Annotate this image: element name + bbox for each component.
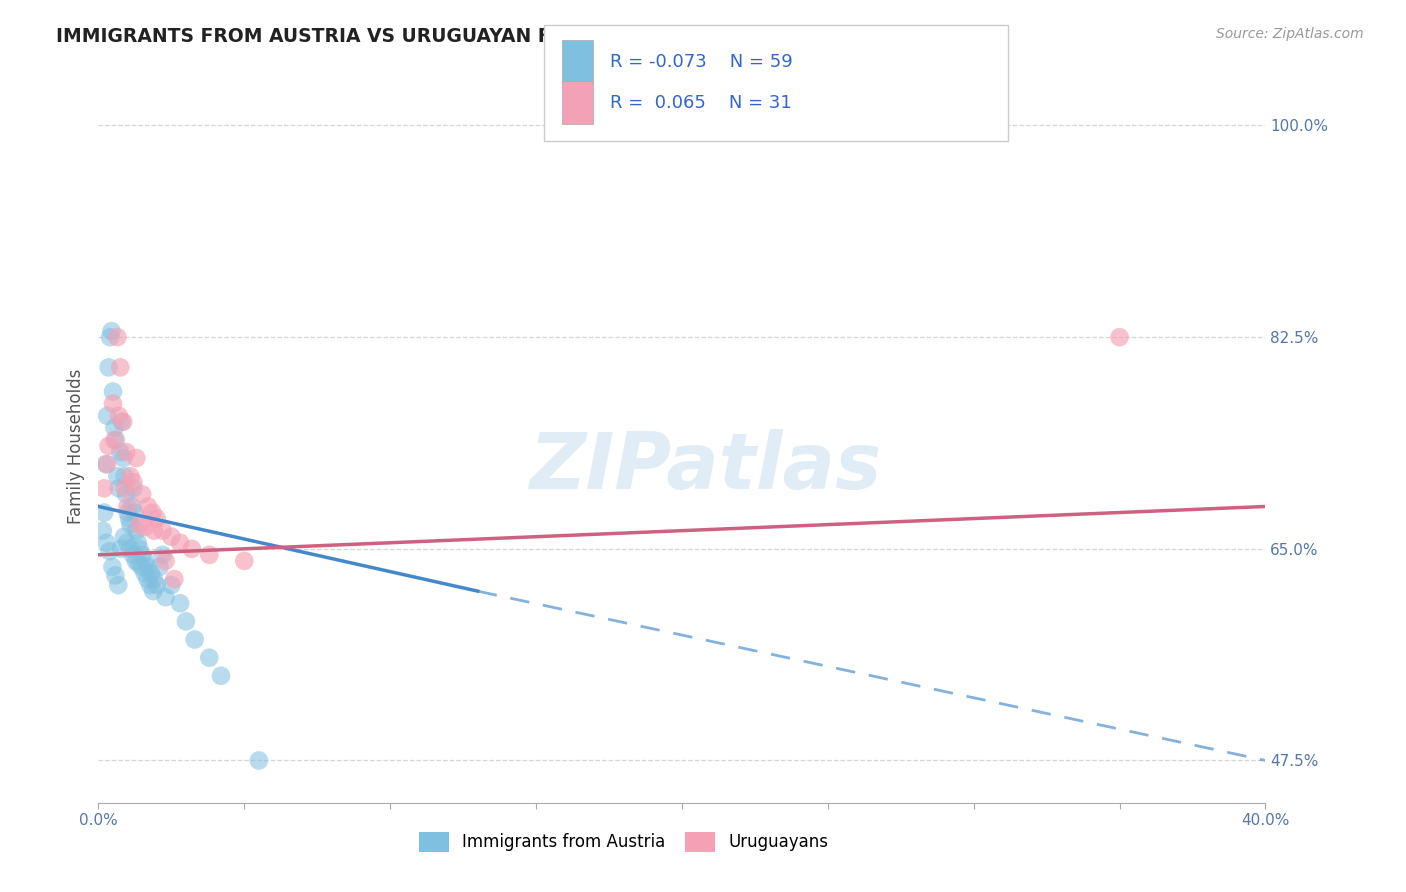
Point	[118, 541, 141, 556]
Point	[160, 530, 183, 544]
Point	[112, 415, 135, 429]
Text: ZIPatlas: ZIPatlas	[529, 429, 882, 506]
Point	[142, 572, 165, 586]
Point	[97, 439, 120, 453]
Point	[128, 557, 150, 571]
Point	[122, 475, 145, 490]
Point	[120, 517, 142, 532]
Point	[155, 590, 177, 604]
Point	[96, 409, 118, 423]
Point	[152, 524, 174, 538]
Point	[108, 409, 131, 423]
Text: Source: ZipAtlas.com: Source: ZipAtlas.com	[1216, 27, 1364, 41]
Point	[141, 506, 163, 520]
Point	[174, 615, 197, 629]
Point	[121, 500, 143, 514]
Point	[146, 511, 169, 525]
Point	[128, 541, 150, 556]
Point	[105, 330, 128, 344]
Point	[93, 481, 115, 495]
Point	[124, 506, 146, 520]
Point	[125, 451, 148, 466]
Point	[125, 554, 148, 568]
Point	[120, 469, 142, 483]
Point	[103, 421, 125, 435]
Point	[146, 578, 169, 592]
Point	[233, 554, 256, 568]
Point	[134, 566, 156, 580]
Point	[247, 754, 270, 768]
Point	[169, 596, 191, 610]
Point	[98, 330, 121, 344]
Point	[183, 632, 205, 647]
Point	[115, 535, 138, 549]
Point	[94, 457, 117, 471]
Point	[1108, 330, 1130, 344]
Point	[100, 324, 122, 338]
Point	[121, 548, 143, 562]
Point	[136, 560, 159, 574]
Point	[180, 541, 202, 556]
Point	[125, 524, 148, 538]
Point	[155, 554, 177, 568]
Point	[117, 506, 139, 520]
Point	[160, 578, 183, 592]
Point	[115, 487, 138, 501]
Point	[107, 578, 129, 592]
Point	[128, 517, 150, 532]
Point	[111, 415, 134, 429]
Point	[91, 524, 114, 538]
Text: R = -0.073    N = 59: R = -0.073 N = 59	[610, 53, 793, 70]
Legend: Immigrants from Austria, Uruguayans: Immigrants from Austria, Uruguayans	[412, 825, 835, 859]
Point	[163, 572, 186, 586]
Point	[101, 384, 124, 399]
Point	[110, 360, 132, 375]
Point	[131, 487, 153, 501]
Point	[134, 520, 156, 534]
Point	[103, 433, 125, 447]
Point	[142, 524, 165, 538]
Point	[134, 554, 156, 568]
Point	[131, 560, 153, 574]
Point	[96, 457, 118, 471]
Point	[139, 566, 162, 580]
Text: R =  0.065    N = 31: R = 0.065 N = 31	[610, 94, 792, 112]
Point	[98, 544, 121, 558]
Point	[127, 535, 149, 549]
Y-axis label: Family Households: Family Households	[66, 368, 84, 524]
Point	[117, 500, 139, 514]
Point	[142, 584, 165, 599]
Point	[136, 500, 159, 514]
Point	[114, 481, 136, 495]
Point	[139, 578, 162, 592]
Point	[209, 669, 232, 683]
Point	[122, 481, 145, 495]
Point	[108, 481, 131, 495]
Point	[136, 572, 159, 586]
Point	[115, 445, 138, 459]
Point	[110, 445, 132, 459]
Point	[198, 650, 221, 665]
Point	[104, 568, 127, 582]
Point	[105, 469, 128, 483]
Point	[101, 560, 124, 574]
Point	[112, 451, 135, 466]
Point	[114, 469, 136, 483]
Point	[169, 535, 191, 549]
Point	[96, 535, 118, 549]
Point	[118, 511, 141, 525]
Point	[152, 548, 174, 562]
Point	[131, 548, 153, 562]
Point	[198, 548, 221, 562]
Point	[104, 433, 127, 447]
Text: IMMIGRANTS FROM AUSTRIA VS URUGUAYAN FAMILY HOUSEHOLDS CORRELATION CHART: IMMIGRANTS FROM AUSTRIA VS URUGUAYAN FAM…	[56, 27, 995, 45]
Point	[149, 560, 172, 574]
Point	[112, 530, 135, 544]
Point	[97, 360, 120, 375]
Point	[101, 397, 124, 411]
Point	[93, 506, 115, 520]
Point	[110, 541, 132, 556]
